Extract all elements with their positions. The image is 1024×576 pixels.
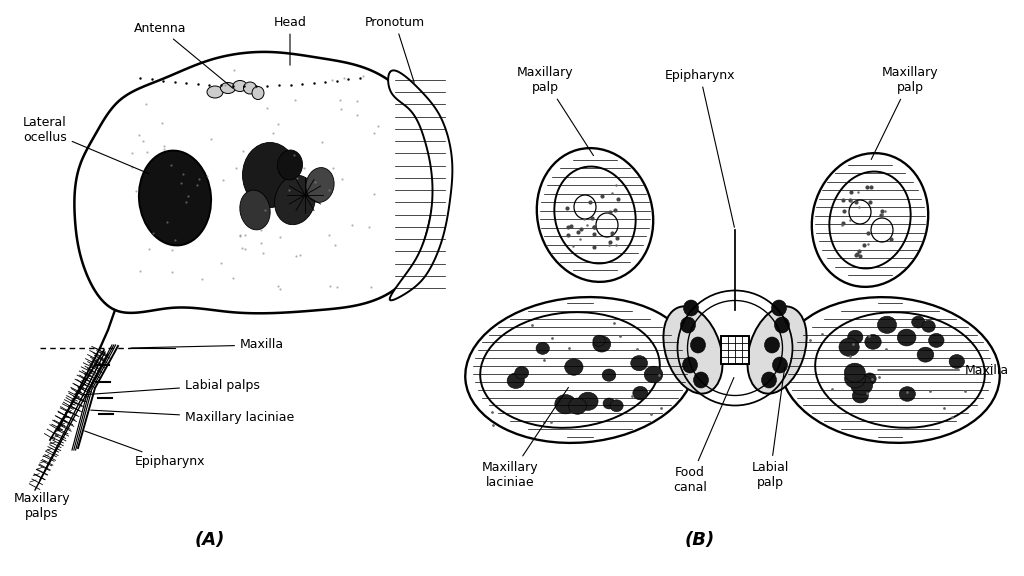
Ellipse shape [480, 312, 659, 428]
Ellipse shape [664, 306, 723, 393]
FancyBboxPatch shape [721, 336, 749, 364]
Ellipse shape [681, 317, 695, 333]
Ellipse shape [278, 150, 302, 180]
Text: Food
canal: Food canal [673, 377, 734, 494]
Ellipse shape [240, 190, 270, 230]
Ellipse shape [593, 336, 610, 352]
Ellipse shape [233, 81, 247, 92]
Text: Maxillary laciniae: Maxillary laciniae [91, 410, 294, 425]
Ellipse shape [555, 395, 577, 414]
Ellipse shape [918, 347, 934, 362]
Text: (A): (A) [195, 531, 225, 549]
Ellipse shape [871, 218, 893, 242]
Ellipse shape [848, 330, 863, 344]
Text: Labial
palp: Labial palp [752, 367, 788, 489]
Ellipse shape [633, 386, 648, 400]
Text: Maxillary
laciniae: Maxillary laciniae [481, 387, 568, 489]
Text: Maxilla: Maxilla [878, 363, 1009, 377]
Ellipse shape [603, 398, 615, 409]
Ellipse shape [693, 372, 709, 388]
Ellipse shape [596, 213, 618, 237]
Ellipse shape [852, 389, 868, 403]
Ellipse shape [536, 342, 550, 354]
Ellipse shape [865, 335, 882, 349]
Ellipse shape [815, 312, 985, 428]
Ellipse shape [683, 357, 697, 373]
Text: Maxilla: Maxilla [131, 339, 284, 351]
Ellipse shape [911, 316, 925, 328]
Ellipse shape [593, 335, 605, 346]
Ellipse shape [922, 320, 935, 332]
Ellipse shape [772, 357, 787, 373]
Text: Maxillary
palps: Maxillary palps [13, 492, 71, 520]
Ellipse shape [631, 355, 647, 371]
Ellipse shape [537, 148, 653, 282]
Ellipse shape [243, 142, 298, 207]
Ellipse shape [207, 86, 223, 98]
Ellipse shape [849, 200, 871, 224]
Ellipse shape [507, 373, 524, 388]
Ellipse shape [812, 153, 928, 287]
Ellipse shape [845, 369, 865, 388]
Ellipse shape [897, 329, 915, 346]
Text: Labial palps: Labial palps [83, 378, 260, 395]
Ellipse shape [899, 386, 915, 401]
Ellipse shape [851, 375, 872, 395]
Ellipse shape [610, 400, 624, 412]
Text: Antenna: Antenna [134, 21, 232, 88]
Ellipse shape [602, 369, 615, 381]
Ellipse shape [839, 338, 859, 357]
Text: Head: Head [273, 16, 306, 65]
Ellipse shape [949, 355, 965, 369]
Ellipse shape [780, 297, 999, 443]
Polygon shape [388, 70, 453, 300]
Ellipse shape [765, 337, 779, 353]
Ellipse shape [683, 300, 698, 316]
Ellipse shape [252, 86, 264, 100]
Ellipse shape [644, 366, 663, 383]
Ellipse shape [139, 150, 211, 245]
Ellipse shape [574, 195, 596, 219]
Ellipse shape [748, 306, 807, 393]
Ellipse shape [690, 337, 706, 353]
Ellipse shape [274, 175, 315, 225]
Ellipse shape [774, 317, 790, 333]
Ellipse shape [878, 316, 896, 334]
Ellipse shape [220, 82, 236, 93]
Ellipse shape [578, 392, 598, 410]
Ellipse shape [564, 359, 583, 375]
Ellipse shape [244, 82, 256, 94]
Ellipse shape [771, 300, 786, 316]
Text: Lateral
ocellus: Lateral ocellus [24, 116, 150, 174]
Polygon shape [75, 52, 435, 313]
Text: Pronotum: Pronotum [365, 16, 425, 82]
Text: Maxillary
palp: Maxillary palp [871, 66, 938, 160]
Ellipse shape [845, 363, 865, 382]
Text: Epipharynx: Epipharynx [85, 431, 206, 468]
Ellipse shape [554, 166, 636, 263]
Text: Maxillary
palp: Maxillary palp [517, 66, 594, 156]
Ellipse shape [568, 398, 587, 414]
Ellipse shape [929, 334, 944, 347]
Ellipse shape [515, 366, 528, 379]
Ellipse shape [829, 172, 910, 268]
Ellipse shape [762, 372, 776, 388]
Ellipse shape [306, 168, 334, 202]
Ellipse shape [465, 297, 694, 443]
Text: (B): (B) [685, 531, 715, 549]
Text: Epipharynx: Epipharynx [665, 69, 735, 228]
Ellipse shape [863, 373, 877, 385]
